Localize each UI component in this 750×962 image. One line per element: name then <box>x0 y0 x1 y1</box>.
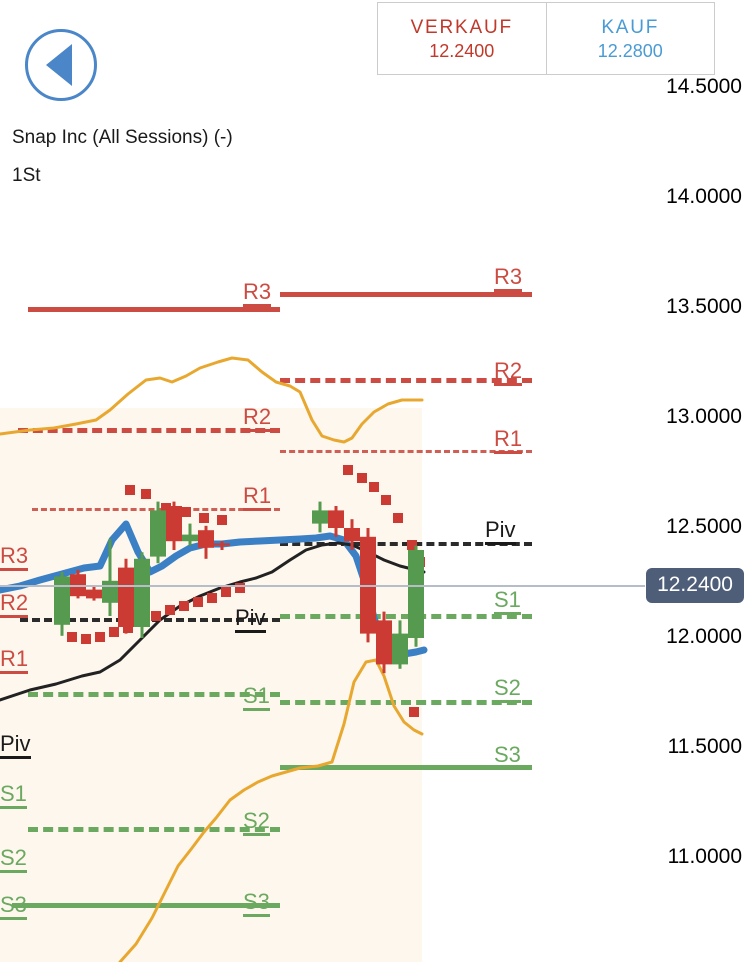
sar-dot <box>179 601 189 611</box>
pivot-label-s3-previous: S3 <box>243 891 270 917</box>
sar-dot <box>381 495 391 505</box>
back-arrow-icon <box>45 44 72 86</box>
candle <box>214 541 230 550</box>
price-tick: 12.5000 <box>666 515 742 538</box>
pivot-label-r1-current: R1 <box>494 428 523 454</box>
sar-dot <box>151 611 161 621</box>
pivot-line-s2-previous <box>28 827 280 832</box>
sell-price: 12.2400 <box>429 40 495 61</box>
sar-dot <box>199 513 209 523</box>
sar-dot <box>393 513 403 523</box>
candle <box>166 501 182 550</box>
candle <box>344 519 360 550</box>
pivot-line-s1-current <box>280 614 532 619</box>
current-price-line <box>0 585 645 588</box>
pivot-line-s3-current <box>280 765 532 770</box>
current-price-badge: 12.2400 <box>646 568 744 604</box>
pivot-label-r2-current: R2 <box>494 360 523 386</box>
sar-dot <box>125 485 135 495</box>
sar-dot <box>369 482 379 492</box>
candle <box>376 611 392 674</box>
sar-dot <box>407 540 417 550</box>
pivot-label-s3-clipped: S3 <box>0 894 27 920</box>
sar-dot <box>235 583 245 593</box>
pivot-line-r1-previous <box>32 508 280 511</box>
sar-dot <box>343 465 353 475</box>
pivot-line-r1-current <box>280 450 532 453</box>
price-tick: 13.0000 <box>666 405 742 428</box>
candle <box>312 501 328 533</box>
symbol-title: Snap Inc (All Sessions) (-) <box>12 127 233 148</box>
pivot-label-r2-previous: R2 <box>243 406 272 432</box>
price-tick: 14.5000 <box>666 75 742 98</box>
buy-label: KAUF <box>601 16 660 38</box>
sar-dot <box>95 632 105 642</box>
pivot-label-s2-previous: S2 <box>243 810 270 836</box>
sar-dot <box>409 707 419 717</box>
pivot-label-s2-current: S2 <box>494 677 521 703</box>
sar-dot <box>165 605 175 615</box>
candle <box>86 585 102 601</box>
pivot-line-r3-current <box>280 292 532 297</box>
candle <box>328 506 344 537</box>
candle <box>408 545 424 647</box>
buy-price: 12.2800 <box>597 40 663 61</box>
candle <box>118 558 134 634</box>
sar-dot <box>207 593 217 603</box>
sar-dot <box>109 627 119 637</box>
candle <box>54 572 70 636</box>
pivot-label-piv-clipped: Piv <box>0 733 31 759</box>
sar-dot <box>217 515 227 525</box>
back-button[interactable] <box>25 29 97 101</box>
buy-button[interactable]: KAUF 12.2800 <box>547 3 715 74</box>
timeframe-label: 1St <box>12 165 41 186</box>
price-tick: 14.0000 <box>666 185 742 208</box>
sar-dot <box>193 597 203 607</box>
pivot-label-s1-current: S1 <box>494 589 521 615</box>
pivot-line-s2-current <box>280 700 532 705</box>
pivot-label-r1-previous: R1 <box>243 485 272 511</box>
pivot-label-r1-clipped: R1 <box>0 648 29 674</box>
sar-dot <box>357 473 367 483</box>
series-upper-band <box>0 356 424 444</box>
pivot-label-s2-clipped: S2 <box>0 847 27 873</box>
candle <box>392 620 408 669</box>
sar-dot <box>67 632 77 642</box>
pivot-label-piv-current: Piv <box>485 519 516 545</box>
candle <box>198 525 214 559</box>
sell-button[interactable]: VERKAUF 12.2400 <box>378 3 547 74</box>
pivot-label-r2-clipped: R2 <box>0 592 29 618</box>
sar-dot <box>123 623 133 633</box>
pivot-line-s3-previous <box>12 903 280 908</box>
pivot-line-r3-previous <box>28 307 280 312</box>
pivot-line-r2-previous <box>18 428 280 433</box>
quote-box: VERKAUF 12.2400 KAUF 12.2800 <box>377 2 715 75</box>
candle <box>182 523 198 546</box>
price-tick: 12.0000 <box>666 625 742 648</box>
candle <box>134 552 150 638</box>
pivot-line-r2-current <box>280 378 532 383</box>
candle <box>150 501 166 564</box>
pivot-line-s1-previous <box>28 692 280 697</box>
sar-dot <box>181 507 191 517</box>
series-lower-band <box>118 658 424 962</box>
pivot-label-r3-clipped: R3 <box>0 545 29 571</box>
price-tick: 11.0000 <box>667 845 742 868</box>
pivot-label-s3-current: S3 <box>494 744 521 770</box>
pivot-label-r3-previous: R3 <box>243 281 272 307</box>
price-tick: 13.5000 <box>666 295 742 318</box>
pivot-label-piv-previous: Piv <box>235 607 266 633</box>
sell-label: VERKAUF <box>410 16 513 38</box>
sar-dot <box>141 489 151 499</box>
price-tick: 11.5000 <box>667 735 742 758</box>
sar-dot <box>81 634 91 644</box>
pivot-line-piv-current <box>280 542 532 546</box>
pivot-label-s1-clipped: S1 <box>0 783 27 809</box>
pivot-label-s1-previous: S1 <box>243 685 270 711</box>
sar-dot <box>221 587 231 597</box>
session-shading <box>0 408 422 962</box>
pivot-label-r3-current: R3 <box>494 266 523 292</box>
